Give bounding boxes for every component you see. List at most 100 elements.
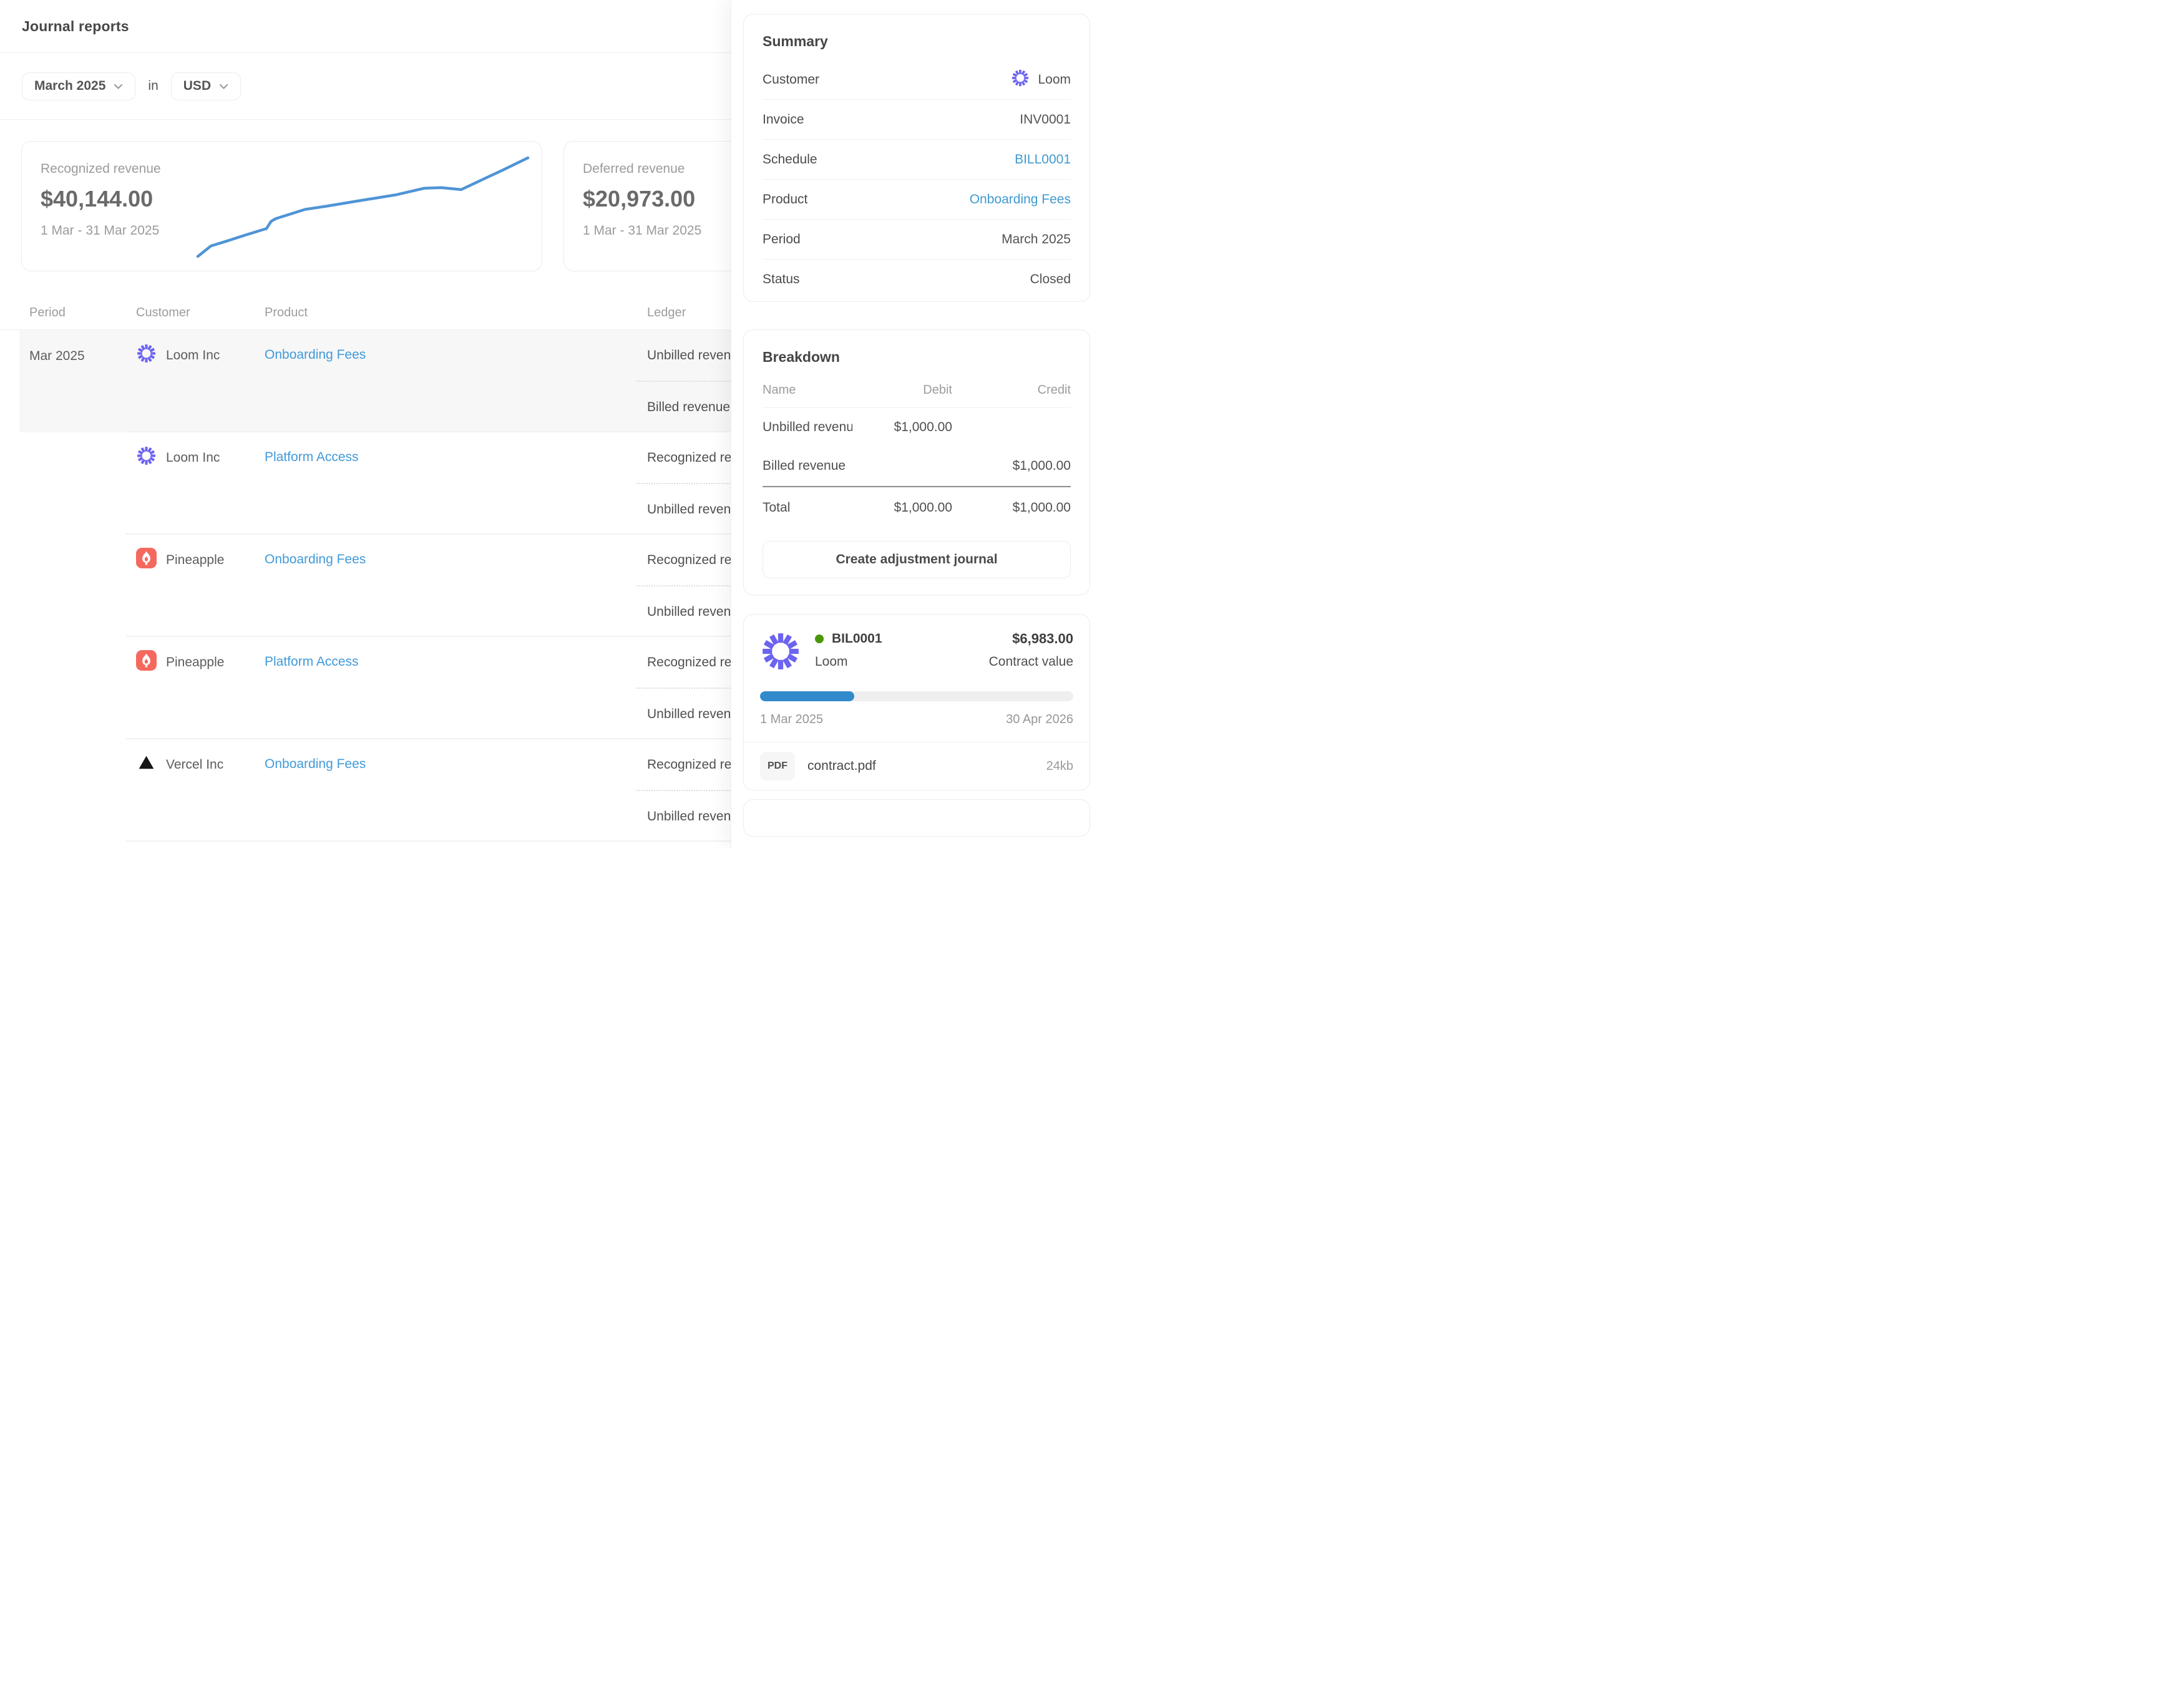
breakdown-title: Breakdown [763, 349, 840, 365]
product-cell: Platform Access [265, 432, 647, 535]
column-header-period: Period [29, 306, 66, 319]
period-cell [29, 637, 136, 739]
currency-select-value: USD [183, 79, 212, 93]
summary-label: Product [763, 192, 808, 207]
summary-row-product: Product Onboarding Fees [763, 180, 1071, 220]
product-cell: Platform Access [265, 842, 647, 848]
billing-schedule-card[interactable]: BIL0001 $6,983.00 Loom Contract value 1 … [743, 614, 1090, 790]
product-link[interactable]: Platform Access [265, 654, 359, 669]
period-cell [29, 432, 136, 535]
schedule-id: BIL0001 [832, 631, 882, 646]
product-cell: Onboarding Fees [265, 739, 647, 842]
customer-cell: Pineapple [136, 535, 265, 585]
filter-bar: March 2025 in USD [0, 53, 1092, 120]
summary-row-status: Status Closed [763, 260, 1071, 299]
stat-value: $40,144.00 [41, 186, 154, 212]
breakdown-header: Name Debit Credit [763, 383, 1071, 408]
schedule-card-body: BIL0001 $6,983.00 Loom Contract value [815, 631, 1073, 669]
attachment-filename: contract.pdf [807, 759, 876, 773]
loom-logo-icon [136, 343, 157, 367]
next-card-partial [743, 799, 1090, 837]
summary-title: Summary [763, 33, 828, 49]
status-dot-icon [815, 635, 824, 643]
product-link[interactable]: Onboarding Fees [265, 757, 366, 771]
product-link[interactable]: Platform Access [265, 450, 359, 464]
pdf-badge: PDF [760, 752, 795, 780]
breakdown-col-name: Name [763, 383, 796, 397]
status-value: Closed [1030, 271, 1071, 286]
summary-value: INV0001 [1020, 112, 1071, 127]
summary-value: Loom [1011, 69, 1071, 91]
table-header: Period Customer Product Ledger [0, 271, 1092, 330]
recognized-revenue-card: Recognized revenue $40,144.00 1 Mar - 31… [21, 141, 542, 271]
attachment-size: 24kb [1046, 759, 1073, 773]
loom-logo-icon [1011, 69, 1030, 91]
summary-row-schedule: Schedule BILL0001 [763, 140, 1071, 180]
column-header-customer: Customer [136, 306, 190, 319]
breakdown-total-credit: $1,000.00 [1012, 500, 1071, 515]
stat-value: $20,973.00 [583, 186, 696, 212]
summary-rows: Customer Loom Invoice INV0001 [763, 60, 1071, 299]
breakdown-row-credit: $1,000.00 [1012, 459, 1071, 473]
customer-name: Loom Inc [166, 348, 220, 362]
column-header-ledger: Ledger [647, 306, 686, 319]
ledger-entry: Unbilled revenue [647, 348, 746, 362]
summary-label: Customer [763, 72, 820, 87]
customer-cell [136, 842, 265, 848]
schedule-customer: Loom [815, 654, 848, 669]
product-link[interactable]: Onboarding Fees [265, 348, 366, 362]
breakdown-row-name: Unbilled revenue [763, 420, 852, 434]
period-select-value: March 2025 [34, 79, 106, 93]
filter-conjunction: in [148, 79, 158, 93]
product-link[interactable]: Onboarding Fees [969, 192, 1071, 207]
product-cell: Onboarding Fees [265, 330, 647, 432]
column-header-product: Product [265, 306, 308, 319]
product-cell: Platform Access [265, 637, 647, 739]
ledger-entry: Billed revenue [647, 399, 731, 414]
summary-row-period: Period March 2025 [763, 220, 1071, 260]
product-cell: Onboarding Fees [265, 535, 647, 637]
contract-start-date: 1 Mar 2025 [760, 712, 824, 726]
chevron-down-icon [219, 79, 228, 94]
create-adjustment-journal-button[interactable]: Create adjustment journal [763, 541, 1071, 578]
period-cell: Mar 2025 [29, 349, 85, 363]
period-cell [29, 842, 136, 848]
currency-select[interactable]: USD [170, 72, 241, 100]
app-header: Journal reports [0, 0, 1092, 53]
product-link[interactable]: Onboarding Fees [265, 552, 366, 566]
summary-label: Schedule [763, 152, 817, 167]
schedule-subrow: Loom Contract value [815, 654, 1073, 669]
recognized-revenue-sparkline [196, 156, 530, 258]
customer-cell: Pineapple [136, 637, 265, 688]
breakdown-row-name: Billed revenue [763, 459, 846, 473]
period-cell [29, 535, 136, 637]
ledger-entry: Unbilled revenue [647, 706, 746, 721]
breakdown-col-debit: Debit [923, 383, 952, 397]
summary-label: Invoice [763, 112, 804, 127]
attachment-row[interactable]: PDF contract.pdf 24kb [744, 742, 1090, 790]
breakdown-total-label: Total [763, 500, 791, 515]
journal-reports-page: Journal reports March 2025 in USD Recogn… [0, 0, 1092, 848]
period-cell [29, 739, 136, 842]
summary-card: Summary Customer Loom Invoice [743, 14, 1090, 302]
pineapple-flame-icon [136, 548, 157, 572]
summary-value: March 2025 [1002, 231, 1071, 246]
schedule-id-wrap: BIL0001 [815, 631, 882, 646]
customer-cell: Loom Inc [136, 432, 265, 483]
stat-label: Recognized revenue [41, 162, 161, 176]
contract-end-date: 30 Apr 2026 [1006, 712, 1073, 726]
customer-name: Pineapple [166, 654, 225, 669]
detail-side-panel: Summary Customer Loom Invoice [731, 0, 1092, 848]
breakdown-card: Breakdown Name Debit Credit Unbilled rev… [743, 329, 1090, 595]
schedule-link[interactable]: BILL0001 [1015, 152, 1071, 167]
ledger-entry: Unbilled revenue [647, 809, 746, 824]
customer-name: Pineapple [166, 552, 225, 567]
breakdown-row-debit: $1,000.00 [894, 420, 952, 434]
contract-amount-label: Contract value [988, 654, 1073, 669]
chevron-down-icon [114, 79, 123, 94]
customer-name: Loom Inc [166, 450, 220, 465]
period-select[interactable]: March 2025 [22, 72, 136, 100]
breakdown-total-debit: $1,000.00 [894, 500, 952, 515]
breakdown-row: Unbilled revenue $1,000.00 [763, 408, 1071, 447]
page-title: Journal reports [22, 17, 129, 34]
